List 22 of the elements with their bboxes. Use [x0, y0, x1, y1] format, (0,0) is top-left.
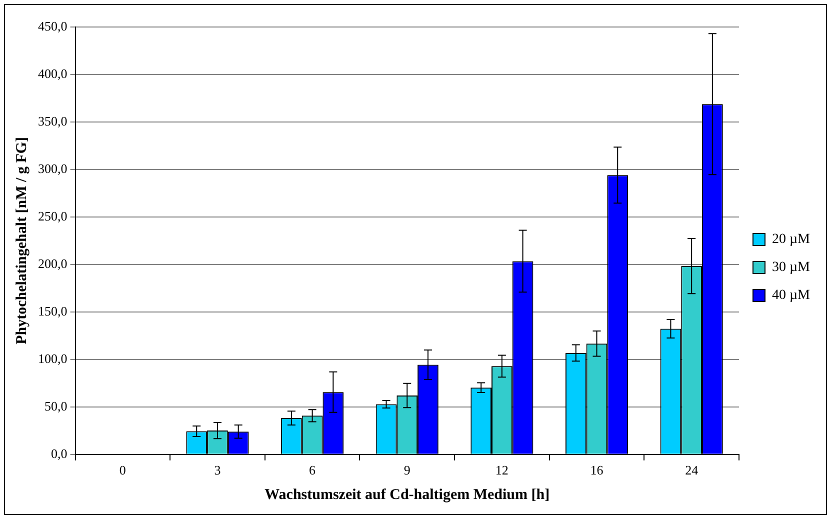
x-tick-label: 3 [214, 462, 221, 478]
legend-label: 30 µM [772, 260, 811, 276]
y-tick-label: 250,0 [38, 208, 68, 224]
y-tick-label: 100,0 [38, 350, 68, 366]
y-tick-label: 150,0 [38, 303, 68, 318]
y-tick-label: 450,0 [38, 18, 68, 34]
y-tick-label: 200,0 [38, 256, 68, 271]
y-tick-label: 350,0 [38, 113, 68, 128]
y-tick-label: 50,0 [44, 398, 68, 414]
legend-label: 20 µM [772, 232, 811, 248]
x-tick-label: 6 [309, 462, 316, 478]
y-tick-label: 0,0 [51, 446, 68, 461]
x-tick-label: 12 [495, 462, 508, 478]
legend-label: 40 µM [772, 288, 811, 304]
x-tick-label: 9 [404, 462, 410, 478]
x-tick-label: 16 [590, 462, 604, 478]
y-axis-title: Phytochelatingehalt [nM / g FG] [14, 136, 30, 344]
x-tick-label: 0 [119, 462, 126, 478]
y-tick-label: 300,0 [38, 160, 68, 176]
y-tick-label: 400,0 [38, 66, 68, 81]
x-tick-label: 24 [685, 462, 699, 478]
x-axis-title: Wachstumszeit auf Cd-haltigem Medium [h] [264, 486, 550, 503]
